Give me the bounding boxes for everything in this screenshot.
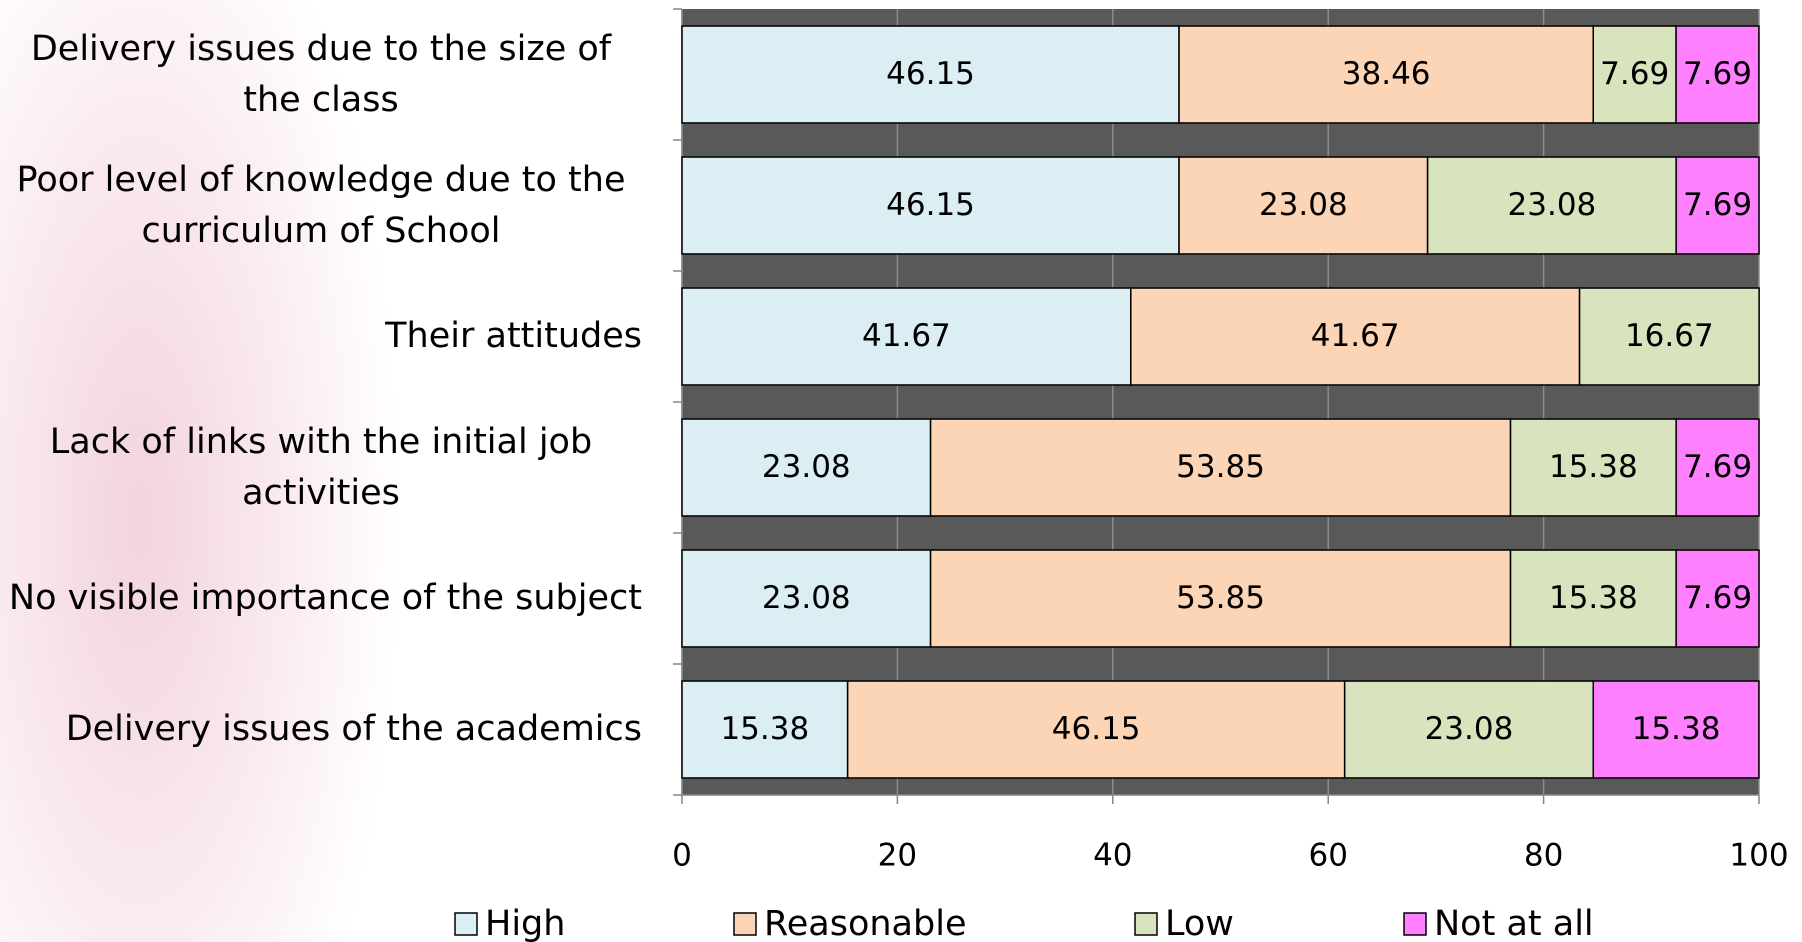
bar-segment (1592, 680, 1760, 779)
x-tick-label: 80 (1524, 838, 1563, 874)
data-label: 7.69 (1683, 187, 1752, 223)
data-label: 15.38 (1632, 711, 1721, 747)
category-text: Delivery issues due to the size of the c… (30, 28, 612, 120)
x-tick-label: 40 (1093, 838, 1132, 874)
bar-segment (1343, 680, 1594, 779)
bar-segment (1509, 418, 1677, 517)
bar-segment (1578, 287, 1760, 386)
bar-segment (681, 287, 1132, 386)
x-tick-label: 100 (1729, 838, 1788, 874)
x-tick-label: 20 (878, 838, 917, 874)
legend-label: Reasonable (764, 904, 966, 942)
bar-segment (1675, 418, 1760, 517)
y-tick-label: Delivery issues of the academics (0, 664, 642, 795)
category-text: Their attitudes (385, 316, 642, 356)
legend-label: Not at all (1434, 904, 1594, 942)
data-label: 7.69 (1600, 56, 1669, 92)
category-text: Delivery issues of the academics (65, 709, 642, 749)
data-label: 23.08 (1425, 711, 1514, 747)
data-label: 23.08 (762, 580, 851, 616)
data-label: 41.67 (1311, 318, 1400, 354)
y-tick-label: Their attitudes (0, 271, 642, 402)
category-text: No visible importance of the subject (8, 578, 642, 618)
data-label: 41.67 (862, 318, 951, 354)
data-label: 46.15 (886, 56, 975, 92)
data-label: 23.08 (1508, 187, 1597, 223)
data-label: 7.69 (1683, 449, 1752, 485)
data-label: 53.85 (1176, 580, 1265, 616)
data-label: 53.85 (1176, 449, 1265, 485)
category-text: Poor level of knowledge due to the curri… (16, 159, 626, 251)
data-label: 23.08 (1259, 187, 1348, 223)
bar-segment (681, 156, 1180, 255)
data-label: 7.69 (1683, 56, 1752, 92)
data-label: 7.69 (1683, 580, 1752, 616)
data-label: 38.46 (1342, 56, 1431, 92)
data-label: 16.67 (1625, 318, 1714, 354)
legend-swatch (454, 912, 478, 936)
bar-segment (681, 25, 1180, 124)
data-label: 15.38 (1549, 580, 1638, 616)
data-label: 15.38 (720, 711, 809, 747)
legend-swatch (1134, 912, 1158, 936)
bar-segment (1675, 156, 1760, 255)
legend-label: High (485, 904, 565, 942)
bar-segment (1178, 156, 1429, 255)
data-label: 15.38 (1549, 449, 1638, 485)
bar-segment (681, 549, 932, 648)
bar-segment (1592, 25, 1677, 124)
bar-segment (1426, 156, 1677, 255)
x-tick-label: 60 (1308, 838, 1347, 874)
bar-segment (846, 680, 1346, 779)
x-tick-label: 0 (672, 838, 692, 874)
data-label: 23.08 (762, 449, 851, 485)
data-label: 46.15 (1052, 711, 1141, 747)
bar-segment (1509, 549, 1677, 648)
y-tick-label: No visible importance of the subject (0, 533, 642, 664)
bar-segment (1675, 25, 1760, 124)
bar-segment (1178, 25, 1594, 124)
y-tick-label: Delivery issues due to the size of the c… (0, 9, 642, 140)
bar-segment (1675, 549, 1760, 648)
legend-swatch (1403, 912, 1427, 936)
y-tick-label: Poor level of knowledge due to the curri… (0, 140, 642, 271)
plot-area (682, 9, 1759, 795)
legend-label: Low (1165, 904, 1234, 942)
data-label: 46.15 (886, 187, 975, 223)
category-text: Lack of links with the initial job activ… (49, 421, 593, 513)
bar-segment (681, 418, 932, 517)
bar-segment (929, 418, 1512, 517)
y-tick-label: Lack of links with the initial job activ… (0, 402, 642, 533)
bar-segment (681, 680, 849, 779)
legend-swatch (733, 912, 757, 936)
bar-segment (1130, 287, 1581, 386)
